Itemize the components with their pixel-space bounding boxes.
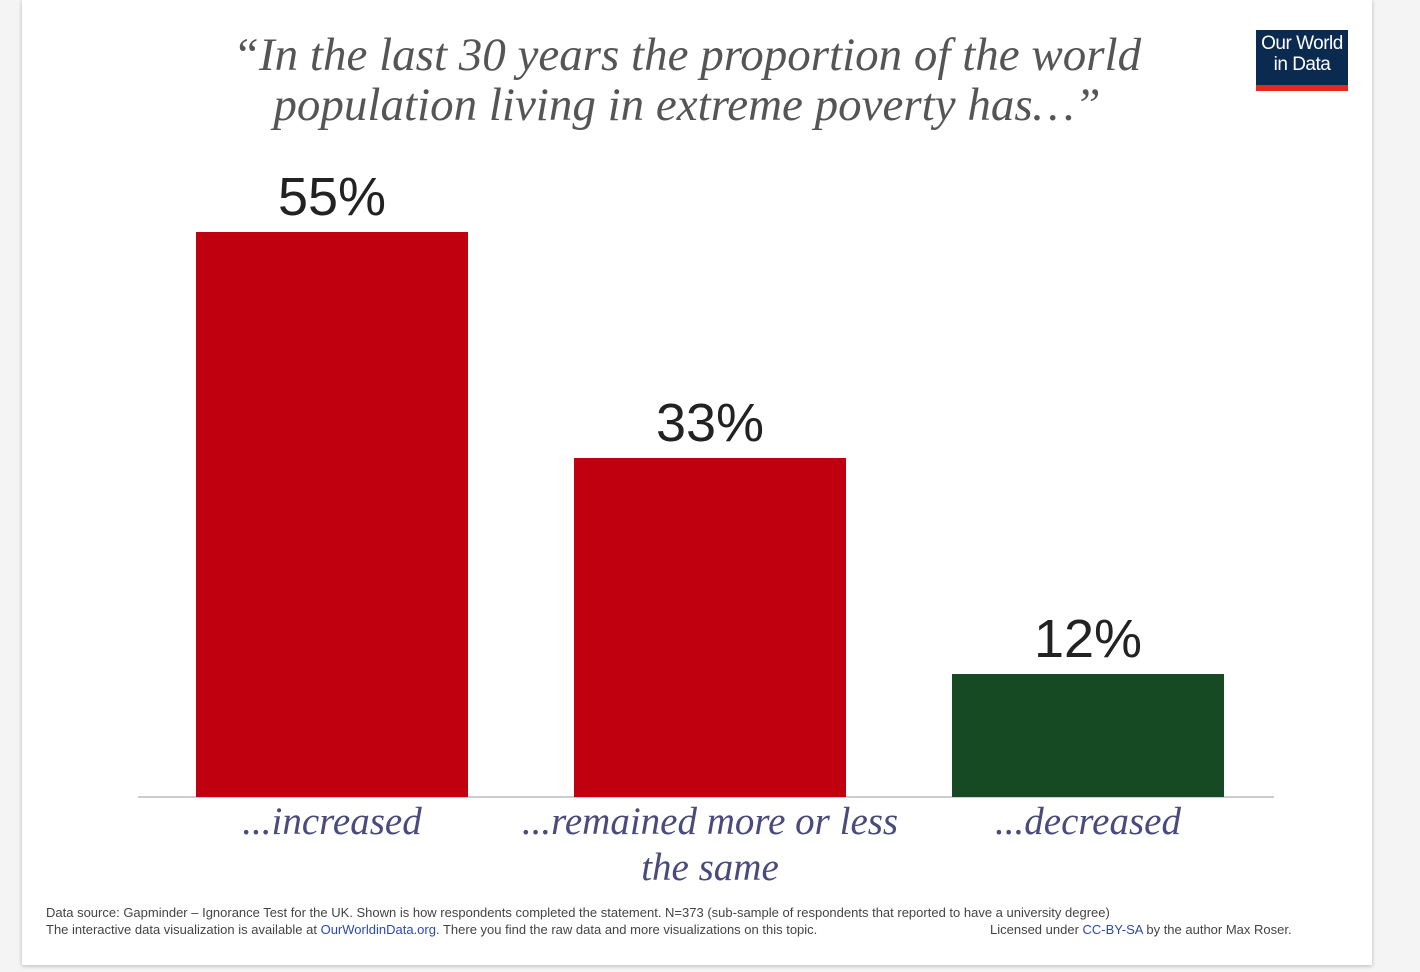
link[interactable]: CC-BY-SA — [1082, 922, 1143, 937]
logo-text: in Data — [1273, 54, 1331, 75]
bar — [196, 232, 468, 797]
logo[interactable]: Our World in Data — [1256, 30, 1348, 91]
availability-note: The interactive data visualization is av… — [46, 922, 817, 937]
note-text: The interactive data visualization is av… — [46, 922, 321, 937]
x-tick-label: ...increased — [242, 800, 422, 843]
bar — [952, 673, 1224, 797]
x-tick-label: ...decreased — [995, 800, 1181, 843]
link[interactable]: OurWorldinData.org — [320, 922, 436, 937]
baseline — [138, 796, 1274, 798]
chart-card: “In the last 30 years the proportion of … — [22, 0, 1372, 965]
value-label: 33% — [655, 393, 765, 454]
value-label: 55% — [277, 167, 387, 228]
logo-text: Our World — [1261, 33, 1343, 54]
value-label: 12% — [1033, 608, 1143, 669]
x-tick-label: ...remained more or less the same — [521, 800, 899, 889]
note-text: . There you find the raw data and more v… — [435, 922, 818, 937]
note-text: Licensed under — [990, 922, 1083, 937]
source-note: Data source: Gapminder – Ignorance Test … — [46, 905, 1110, 920]
note-text: by the author Max Roser. — [1142, 922, 1292, 937]
chart-title: “In the last 30 years the proportion of … — [232, 29, 1142, 131]
bar — [574, 458, 846, 797]
license-note: Licensed under CC-BY-SA by the author Ma… — [990, 922, 1292, 937]
